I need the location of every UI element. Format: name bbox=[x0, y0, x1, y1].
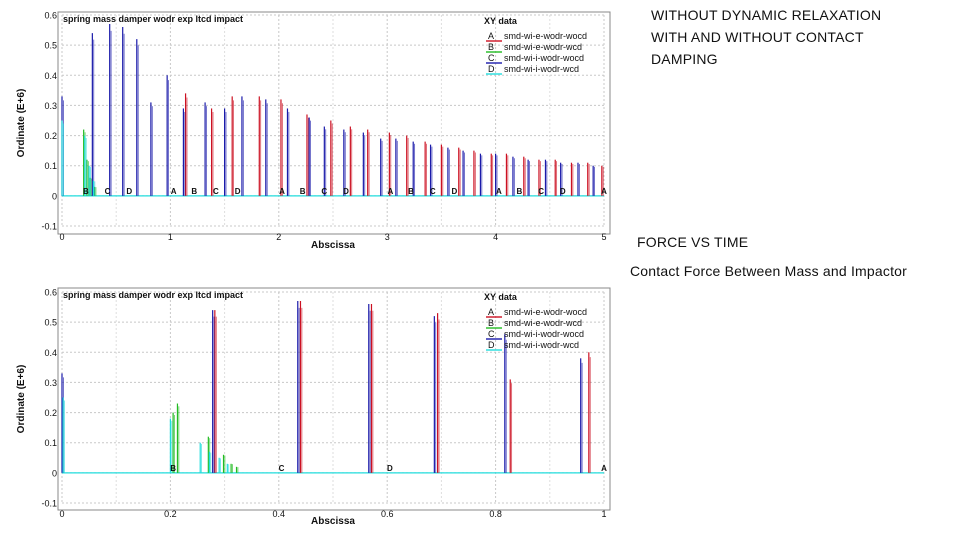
curve-label: C bbox=[430, 187, 436, 196]
curve-label: D bbox=[235, 187, 241, 196]
x-tick-label: 0 bbox=[59, 232, 64, 242]
notes-top: WITHOUT DYNAMIC RELAXATION WITH AND WITH… bbox=[651, 4, 951, 70]
curve-label: B bbox=[170, 464, 176, 473]
y-tick-label: 0.4 bbox=[44, 71, 57, 81]
x-tick-label: 0.8 bbox=[489, 509, 502, 519]
legend-key: A bbox=[488, 31, 494, 41]
x-tick-label: 5 bbox=[601, 232, 606, 242]
y-axis-label: Ordinate (E+6) bbox=[16, 89, 27, 158]
x-tick-label: 1 bbox=[601, 509, 606, 519]
y-tick-label: 0.2 bbox=[44, 131, 57, 141]
curve-label: B bbox=[300, 187, 306, 196]
chart-title: spring mass damper wodr exp ltcd impact bbox=[63, 14, 243, 24]
legend-key: C bbox=[488, 329, 495, 339]
y-tick-label: 0.6 bbox=[44, 11, 57, 21]
legend-entry: smd-wi-i-wodr-wcd bbox=[504, 64, 579, 74]
plot-frame bbox=[57, 11, 611, 235]
note-line-3: DAMPING bbox=[651, 51, 718, 67]
legend-title: XY data bbox=[484, 292, 518, 302]
y-tick-label: 0.5 bbox=[44, 41, 57, 51]
chart-title: spring mass damper wodr exp ltcd impact bbox=[63, 290, 243, 300]
y-tick-label: 0.1 bbox=[44, 161, 57, 171]
note-line-2: WITH AND WITHOUT CONTACT bbox=[651, 29, 864, 45]
x-tick-label: 0.4 bbox=[273, 509, 286, 519]
legend-entry: smd-wi-i-wodr-wocd bbox=[504, 53, 584, 63]
y-axis-label: Ordinate (E+6) bbox=[16, 365, 27, 434]
x-tick-label: 3 bbox=[385, 232, 390, 242]
legend-entry: smd-wi-e-wodr-wocd bbox=[504, 31, 587, 41]
curve-label: D bbox=[387, 464, 393, 473]
curve-label: B bbox=[83, 187, 89, 196]
legend-key: D bbox=[488, 64, 495, 74]
legend-entry: smd-wi-i-wodr-wcd bbox=[504, 340, 579, 350]
curve-label: D bbox=[126, 187, 132, 196]
note-contact-force: Contact Force Between Mass and Impactor bbox=[630, 263, 908, 279]
y-tick-label: 0.6 bbox=[44, 288, 57, 298]
x-axis-label: Abscissa bbox=[311, 516, 355, 527]
y-tick-label: 0.2 bbox=[44, 408, 57, 418]
legend-title: XY data bbox=[484, 16, 518, 26]
note-line-1: WITHOUT DYNAMIC RELAXATION bbox=[651, 7, 882, 23]
x-tick-label: 2 bbox=[276, 232, 281, 242]
curve-label: D bbox=[343, 187, 349, 196]
x-tick-label: 1 bbox=[168, 232, 173, 242]
curve-label: A bbox=[601, 187, 607, 196]
y-tick-label: 0 bbox=[52, 191, 57, 201]
y-tick-label: -0.1 bbox=[41, 222, 57, 232]
legend-entry: smd-wi-e-wodr-wocd bbox=[504, 307, 587, 317]
curve-label: B bbox=[408, 187, 414, 196]
curve-label: B bbox=[517, 187, 523, 196]
curve-label: C bbox=[105, 187, 111, 196]
legend-entry: smd-wi-i-wodr-wocd bbox=[504, 329, 584, 339]
curve-label: A bbox=[171, 187, 177, 196]
note-force-vs-time: FORCE VS TIME bbox=[637, 234, 749, 250]
curve-label: C bbox=[538, 187, 544, 196]
curve-label: D bbox=[560, 187, 566, 196]
chart-top: -0.100.10.20.30.40.50.60 1 2 3 4 5B C D A B C D A B C D… bbox=[16, 11, 611, 251]
curve-label: A bbox=[279, 187, 285, 196]
x-tick-label: 4 bbox=[493, 232, 498, 242]
curve-label: B bbox=[191, 187, 197, 196]
curve-label: A bbox=[496, 187, 502, 196]
curve-label: A bbox=[388, 187, 394, 196]
y-tick-label: 0.4 bbox=[44, 348, 57, 358]
y-tick-label: -0.1 bbox=[41, 499, 57, 509]
y-tick-label: 0.3 bbox=[44, 101, 57, 111]
y-tick-label: 0.5 bbox=[44, 318, 57, 328]
x-tick-label: 0 bbox=[59, 509, 64, 519]
chart-bottom: -0.100.10.20.30.40.50.60 0.2 0.4 0.6 0.8 1B C D… bbox=[16, 287, 611, 527]
y-tick-label: 0.3 bbox=[44, 378, 57, 388]
legend-key: B bbox=[488, 318, 494, 328]
curve-label: C bbox=[213, 187, 219, 196]
y-tick-label: 0 bbox=[52, 468, 57, 478]
curve-label: C bbox=[321, 187, 327, 196]
y-tick-label: 0.1 bbox=[44, 438, 57, 448]
legend-key: A bbox=[488, 307, 494, 317]
x-tick-label: 0.2 bbox=[164, 509, 177, 519]
legend-entry: smd-wi-e-wodr-wcd bbox=[504, 318, 582, 328]
legend-key: C bbox=[488, 53, 495, 63]
x-tick-label: 0.6 bbox=[381, 509, 394, 519]
curve-label: A bbox=[601, 464, 607, 473]
curve-label: C bbox=[279, 464, 285, 473]
x-axis-label: Abscissa bbox=[311, 240, 355, 251]
legend-key: B bbox=[488, 42, 494, 52]
curve-label: D bbox=[452, 187, 458, 196]
legend-key: D bbox=[488, 340, 495, 350]
legend-entry: smd-wi-e-wodr-wcd bbox=[504, 42, 582, 52]
